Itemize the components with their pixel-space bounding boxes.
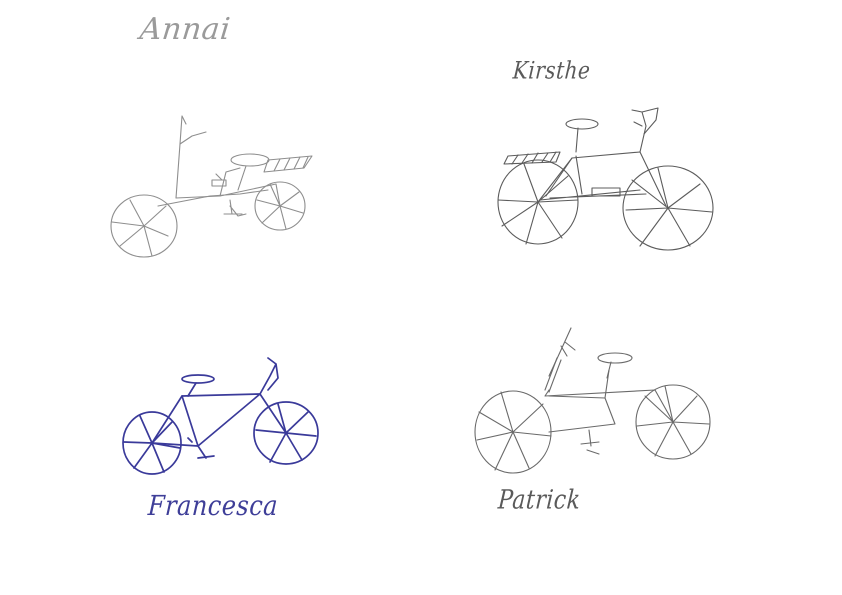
sketch-label-francesca: Francesca	[147, 489, 279, 523]
sketch-label-patrick: Patrick	[496, 485, 582, 516]
bicycle-sketch-kirsthe	[497, 107, 714, 251]
bicycle-sketch-annai	[110, 115, 313, 258]
bicycle-sketch-francesca	[122, 357, 319, 475]
sketch-label-annai: Annai	[138, 12, 233, 47]
sketch-label-kirsthe: Kirsthe	[511, 55, 592, 85]
bicycle-sketch-patrick	[474, 327, 711, 474]
